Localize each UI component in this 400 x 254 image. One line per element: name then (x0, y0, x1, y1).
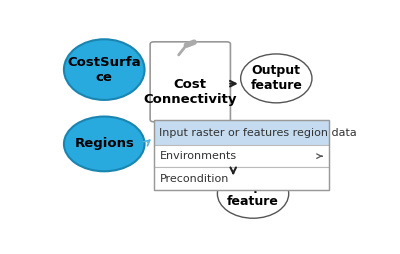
Bar (154, 145, 329, 167)
Text: Input raster or features region data: Input raster or features region data (160, 128, 357, 138)
Bar (154, 120, 329, 145)
Ellipse shape (218, 169, 289, 218)
Bar (154, 120, 329, 190)
Text: Output
feature: Output feature (250, 65, 302, 92)
Ellipse shape (64, 117, 144, 171)
Ellipse shape (241, 54, 312, 103)
Text: Precondition: Precondition (160, 174, 229, 184)
Text: Regions: Regions (74, 137, 134, 150)
Bar (154, 167, 329, 190)
Text: Cost
Connectivity: Cost Connectivity (144, 78, 237, 106)
FancyBboxPatch shape (150, 42, 230, 122)
Ellipse shape (64, 39, 144, 100)
Text: Environments: Environments (160, 151, 236, 161)
Text: CostSurfa
ce: CostSurfa ce (68, 56, 141, 84)
Text: Output
feature: Output feature (227, 180, 279, 208)
